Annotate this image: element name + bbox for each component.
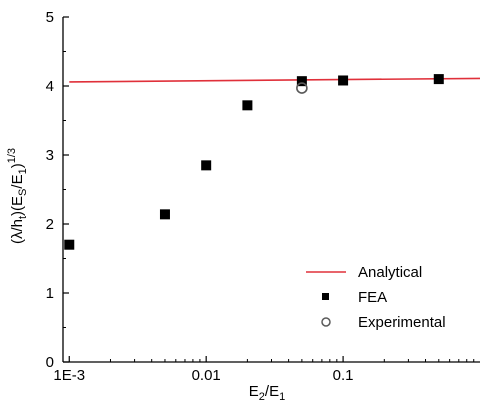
fea-point bbox=[64, 239, 75, 250]
y-tick-label: 2 bbox=[46, 216, 54, 233]
y-tick-label: 0 bbox=[46, 354, 54, 371]
fea-point bbox=[242, 100, 253, 111]
y-tick-label: 5 bbox=[46, 9, 54, 26]
y-tick-label: 1 bbox=[46, 285, 54, 302]
legend-experimental-label: Experimental bbox=[358, 314, 446, 331]
fea-point bbox=[296, 76, 307, 87]
x-tick-label: 0.1 bbox=[333, 367, 354, 384]
experimental-point bbox=[296, 82, 308, 94]
x-tick-label: 0.01 bbox=[192, 367, 221, 384]
y-tick-label: 4 bbox=[46, 78, 54, 95]
legend: Analytical FEA Experimental bbox=[306, 264, 446, 331]
y-axis: 0 1 2 3 4 5 bbox=[46, 9, 69, 371]
legend-fea-swatch bbox=[322, 293, 329, 300]
legend-experimental-swatch bbox=[321, 317, 331, 327]
x-axis: 1E-3 0.01 0.1 bbox=[53, 356, 475, 384]
y-axis-title: (λ/ht)(ES/E1)1/3 bbox=[6, 148, 29, 244]
fea-point bbox=[338, 75, 349, 86]
analytical-line bbox=[69, 77, 480, 83]
x-tick-label: 1E-3 bbox=[53, 367, 85, 384]
fea-point bbox=[159, 209, 170, 220]
fea-point bbox=[433, 74, 444, 85]
series-layer bbox=[64, 74, 480, 250]
legend-analytical-label: Analytical bbox=[358, 264, 422, 281]
legend-fea-label: FEA bbox=[358, 289, 387, 306]
y-tick-label: 3 bbox=[46, 147, 54, 164]
plot-frame bbox=[62, 17, 480, 363]
x-axis-title: E2/E1 bbox=[249, 383, 285, 403]
fea-point bbox=[201, 160, 212, 171]
